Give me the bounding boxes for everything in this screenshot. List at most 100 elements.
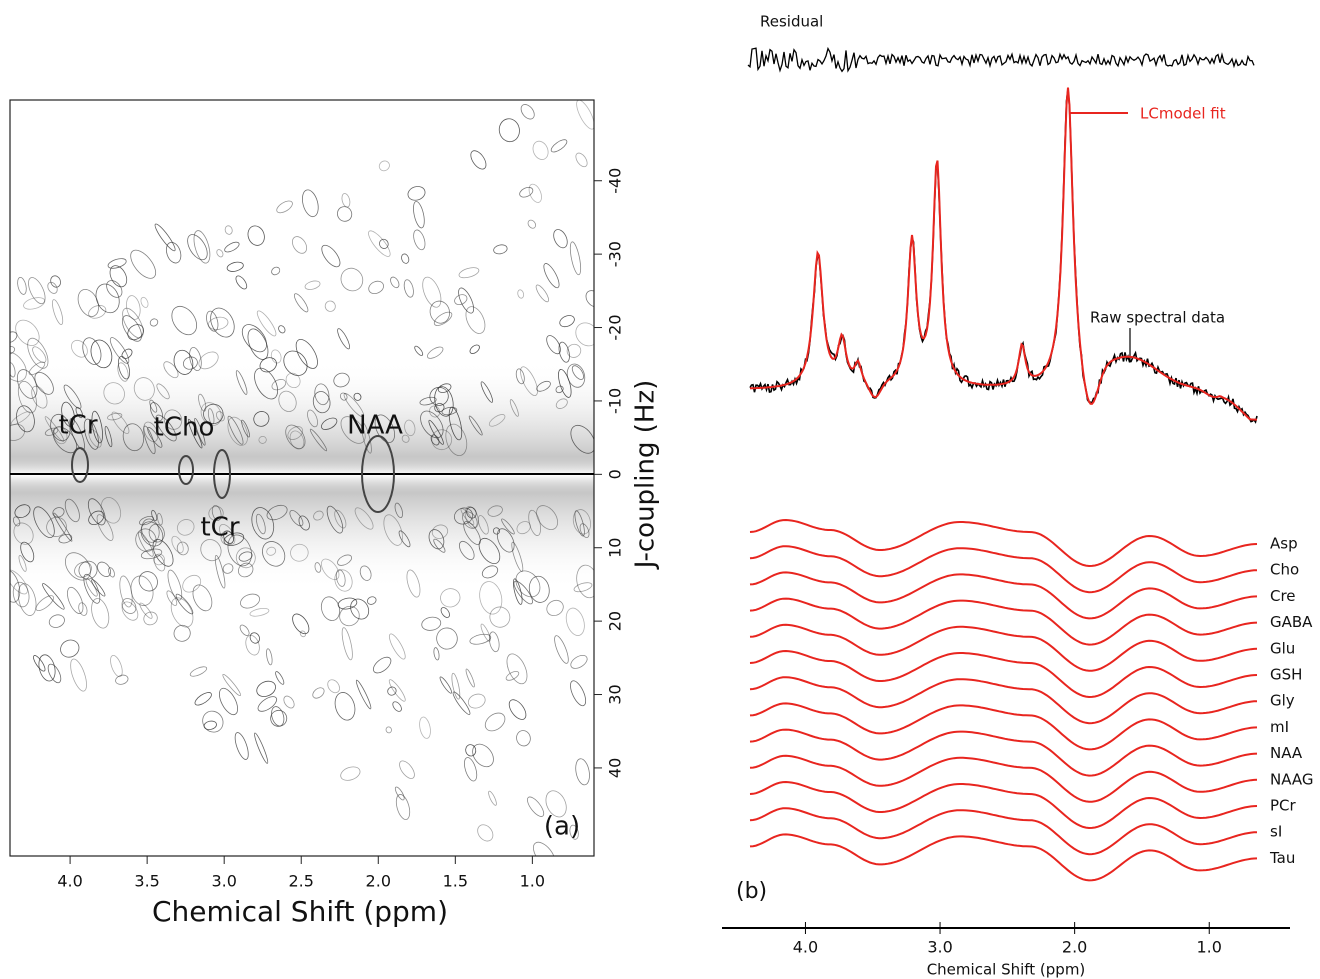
contour (566, 343, 582, 358)
contour (96, 514, 114, 541)
contour (573, 582, 593, 593)
contour (63, 384, 82, 409)
contour (295, 339, 318, 369)
contour (176, 519, 195, 536)
contour (419, 396, 437, 406)
contour (340, 267, 364, 292)
contour (175, 593, 194, 615)
contour (460, 508, 475, 525)
contour (466, 506, 477, 519)
contour (10, 569, 28, 595)
contour (235, 370, 248, 395)
basis-spectrum (749, 571, 1258, 620)
contour (278, 325, 286, 334)
contour (434, 386, 454, 417)
contour (320, 596, 341, 621)
basis-spectrum (749, 833, 1258, 882)
contour (512, 578, 523, 605)
legend-label: Asp (1270, 535, 1298, 553)
y-tick-label: -10 (606, 388, 625, 414)
basis-spectrum (749, 676, 1258, 725)
contour (270, 349, 282, 364)
contour (214, 554, 226, 589)
contour (452, 691, 471, 715)
y-tick-label: 30 (606, 684, 625, 704)
contour (275, 671, 285, 685)
contour (298, 515, 310, 531)
contour (223, 532, 245, 546)
contour (198, 351, 219, 370)
contour (492, 527, 501, 535)
contour (165, 241, 182, 264)
contour (167, 569, 183, 601)
contour (52, 299, 64, 325)
contour (44, 416, 65, 442)
contour (247, 328, 269, 360)
contour (334, 569, 353, 592)
contour (10, 346, 16, 355)
contour (546, 599, 564, 617)
contour (312, 687, 325, 699)
contour (106, 280, 123, 298)
contour (354, 507, 374, 530)
contour (513, 580, 533, 605)
contour (321, 417, 338, 430)
contour (350, 598, 370, 620)
contour (469, 633, 492, 645)
contour (293, 293, 309, 313)
contour (571, 365, 585, 380)
peak-contour (178, 455, 194, 485)
annotation: tCho (154, 413, 215, 443)
contour (192, 584, 213, 612)
contour (536, 505, 559, 531)
contour (437, 383, 452, 393)
contour (47, 663, 62, 684)
contour (143, 611, 158, 626)
contour (157, 512, 163, 526)
contour (27, 337, 49, 369)
x-tick-label: 1.0 (1197, 938, 1222, 957)
contour (240, 593, 261, 609)
contour (117, 362, 129, 382)
contour (47, 281, 58, 294)
contour (151, 509, 158, 522)
contour (469, 344, 480, 354)
contour (339, 392, 348, 401)
contour (528, 183, 542, 203)
contour (257, 696, 278, 712)
x-tick-label: 2.0 (366, 872, 391, 891)
contour (398, 530, 411, 548)
contour (401, 434, 410, 443)
contour (536, 380, 551, 392)
contour (58, 533, 73, 544)
contour (501, 518, 515, 535)
contour (155, 414, 177, 442)
contour (78, 560, 98, 580)
contour (355, 679, 372, 710)
contour (138, 531, 154, 557)
contour (271, 266, 281, 276)
raw-spectrum (749, 89, 1258, 424)
contour (189, 666, 208, 677)
contour (222, 673, 241, 697)
contour (207, 408, 215, 425)
contour (271, 706, 285, 727)
contour (465, 744, 477, 757)
contour (173, 624, 191, 642)
contour (187, 418, 203, 449)
contour (353, 392, 362, 401)
contour (88, 429, 102, 448)
contour (173, 349, 194, 375)
contour (453, 507, 474, 525)
contour (251, 507, 275, 540)
contour (569, 824, 579, 840)
contour (187, 234, 208, 261)
y-tick-label: -30 (606, 241, 625, 267)
contour (194, 692, 212, 706)
contour (121, 598, 137, 614)
contour (441, 406, 458, 416)
contour (401, 253, 410, 264)
contour (170, 597, 194, 628)
legend-label: GSH (1270, 666, 1302, 684)
contour (70, 658, 87, 692)
